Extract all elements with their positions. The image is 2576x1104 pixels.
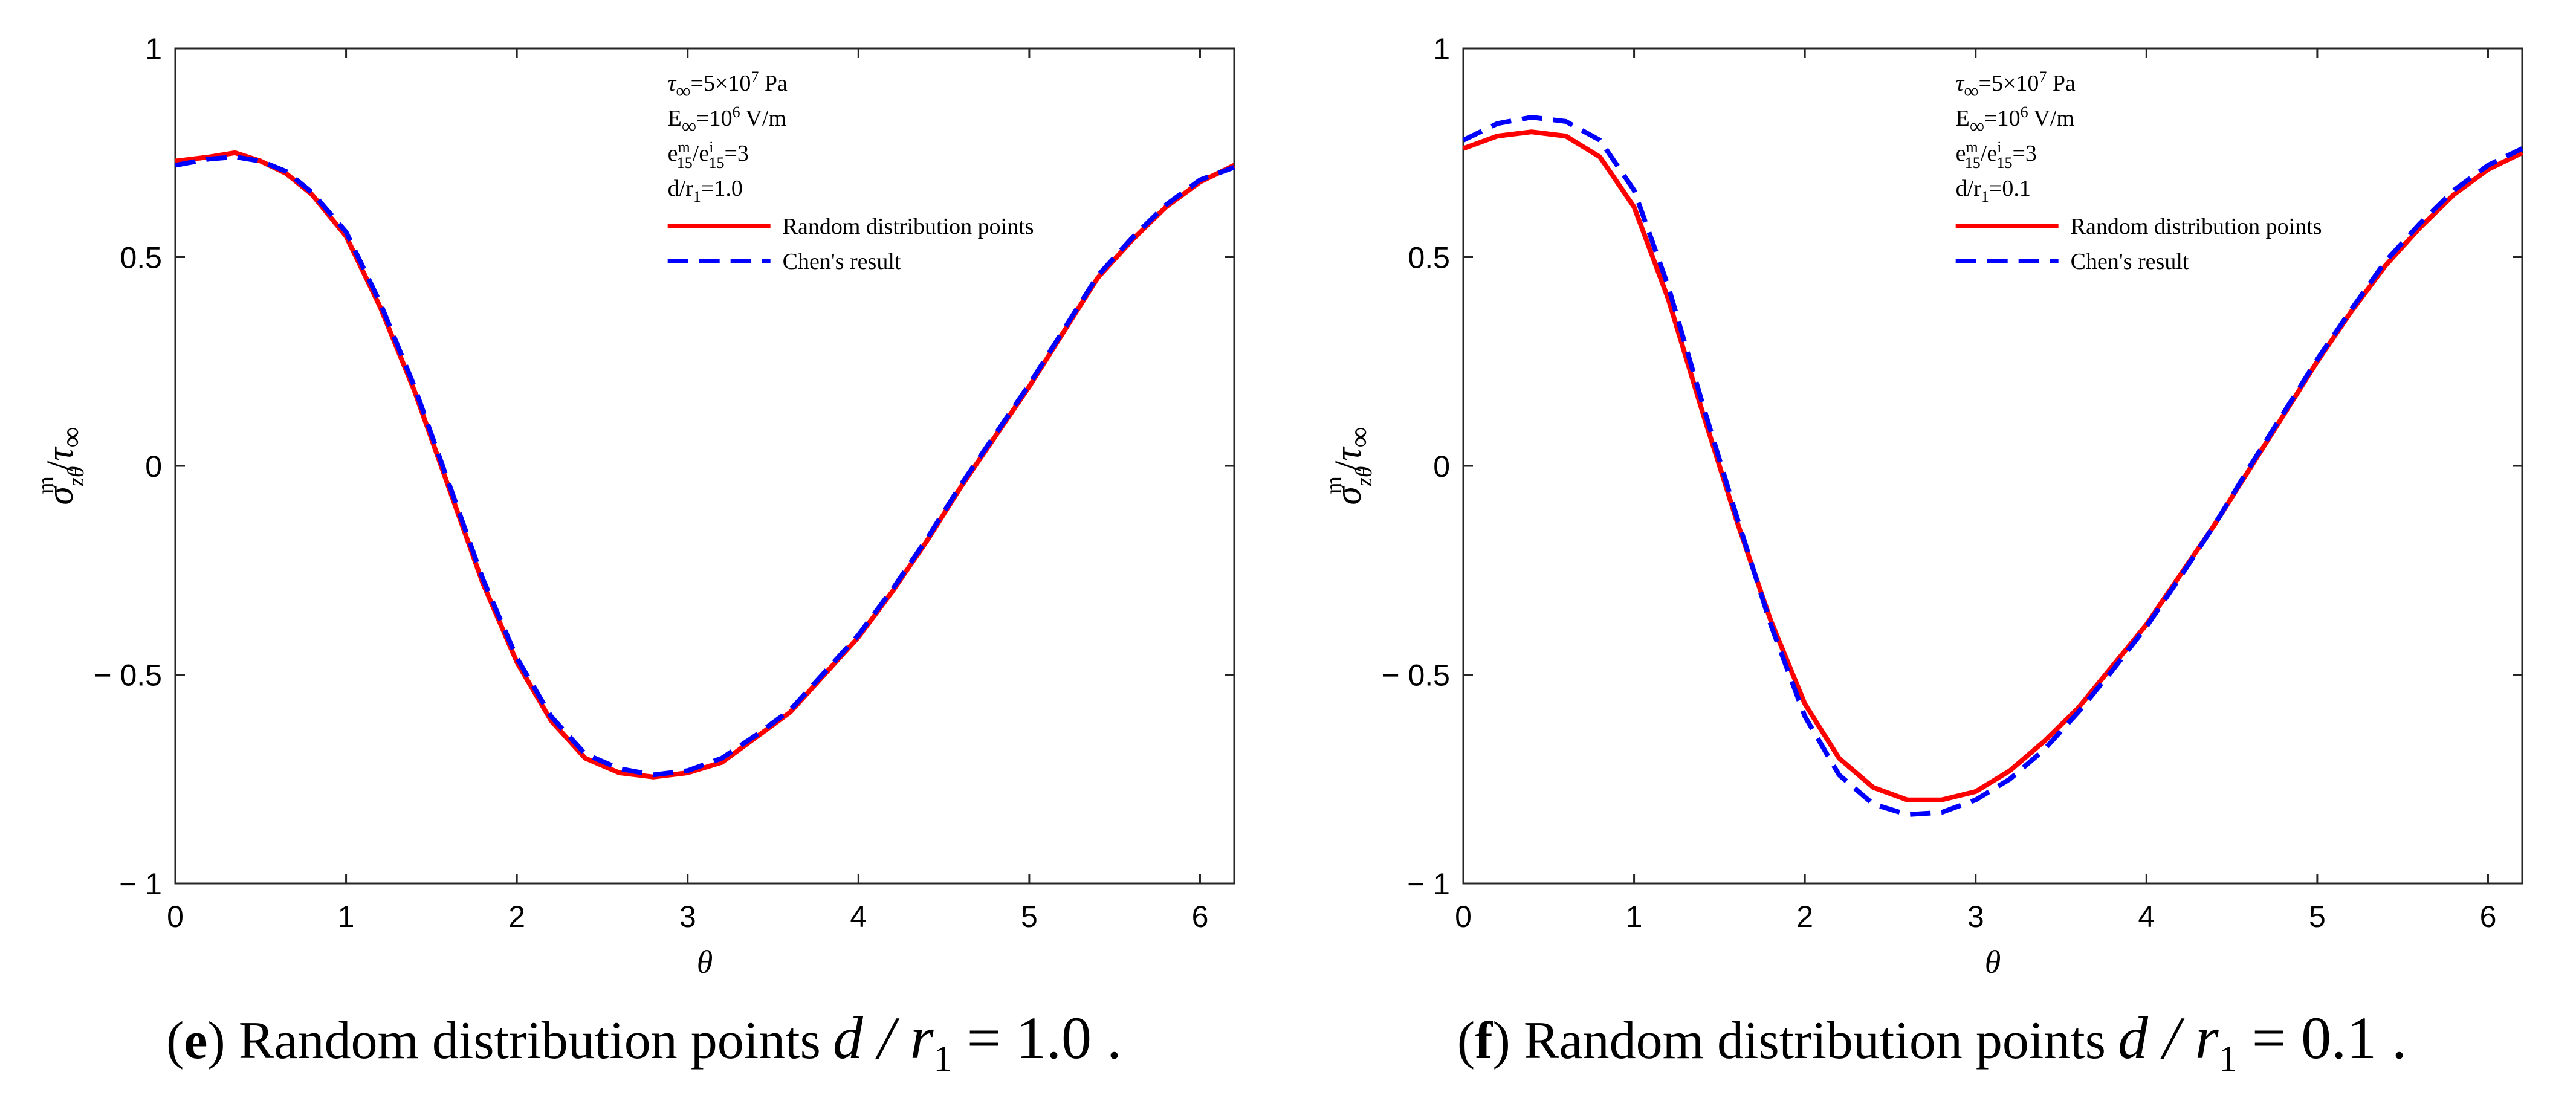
param-tau: τ∞=5×107 Pa [1956,68,2076,103]
x-tick-label: 1 [1626,900,1643,934]
x-tick-label: 4 [2138,900,2155,934]
x-tick-label: 1 [338,900,355,934]
x-tick-label: 0 [167,900,184,934]
y-tick-label: 1 [145,32,162,66]
chart-panel-f: 0 1 2 3 4 5 6 − 1 − 0.5 0 0.5 1 θ σzθm/τ∞ τ∞=5×107 PaE… [1321,32,2523,980]
param-d-ratio: d/r1=1.0 [668,176,743,205]
series-line [175,154,1235,778]
y-axis-label: σzθm/τ∞ [33,427,89,505]
x-tick-label: 6 [1192,900,1209,934]
param-e-ratio: em 15/ei 15=3 [668,138,749,172]
x-tick-label: 5 [1021,900,1038,934]
caption-e: (e) Random distribution points d / r1 = 1… [166,1004,1122,1079]
plot-frame [1462,47,2523,885]
caption-math: d / r1 = 0.1 . [2117,1004,2407,1079]
caption-math: d / r1 = 1.0 . [832,1004,1122,1079]
x-tick-label: 6 [2480,900,2497,934]
caption-text: Random distribution points [225,1012,821,1070]
legend-label: Random distribution points [783,214,1034,239]
x-axis-label: θ [1985,944,2001,980]
y-tick-label: 0.5 [1408,241,1450,275]
y-tick-label: 0 [1433,450,1450,483]
x-tick-label: 2 [1796,900,1813,934]
y-axis-label: σzθm/τ∞ [1321,427,1377,505]
param-E: E∞=106 V/m [668,103,786,138]
x-tick-label: 3 [679,900,696,934]
param-e-ratio: em 15/ei 15=3 [1956,138,2037,172]
y-tick-label: − 0.5 [94,659,162,692]
param-d-ratio: d/r1=0.1 [1956,176,2031,205]
x-tick-label: 5 [2309,900,2326,934]
y-tick-label: 0.5 [120,241,162,275]
caption-f: (f) Random distribution points d / r1 = 0… [1457,1004,2407,1079]
y-tick-label: − 1 [1407,867,1450,901]
legend-label: Chen's result [2071,249,2189,274]
plot-frame [174,47,1235,885]
x-tick-label: 4 [850,900,867,934]
y-tick-label: 1 [1433,32,1450,66]
x-tick-label: 3 [1967,900,1984,934]
y-tick-label: − 1 [119,867,162,901]
y-tick-label: − 0.5 [1382,659,1450,692]
param-E: E∞=106 V/m [1956,103,2074,138]
x-tick-label: 0 [1455,900,1472,934]
chart-panel-e: 0 1 2 3 4 5 6 − 1 − 0.5 0 0.5 1 θ σzθm/τ∞ τ∞=5×107 PaE… [33,32,1235,980]
param-tau: τ∞=5×107 Pa [668,68,788,103]
x-tick-label: 2 [508,900,525,934]
series-line [1462,115,2523,817]
legend-label: Chen's result [783,249,901,274]
caption-letter: e [184,1012,208,1070]
caption-text: Random distribution points [1510,1012,2106,1070]
caption-letter: f [1475,1012,1493,1070]
y-tick-label: 0 [145,450,162,483]
legend-label: Random distribution points [2071,214,2322,239]
x-axis-label: θ [697,944,713,980]
